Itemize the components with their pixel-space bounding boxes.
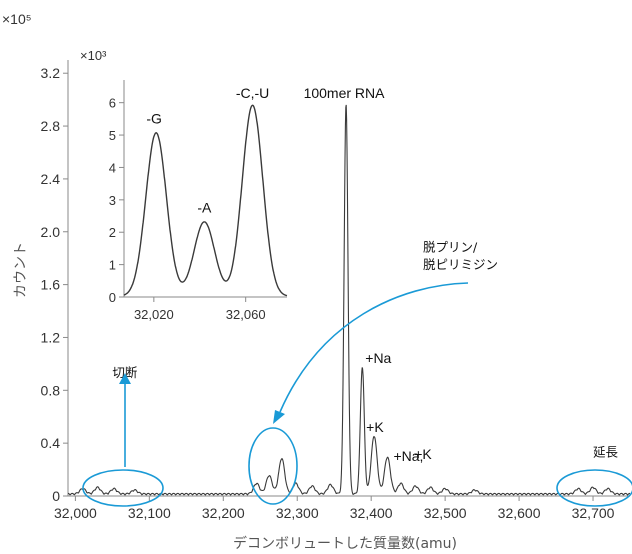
x-axis-title: デコンボリュートした質量数(amu) <box>233 535 457 552</box>
inset-peak-label: -G <box>146 110 162 126</box>
main-peak-label: 100mer RNA <box>304 85 386 101</box>
main-y-tick-label: 1.2 <box>41 329 61 345</box>
cleavage-arrow-head <box>119 373 131 384</box>
inset-peak-labels: -G -A -C,-U <box>146 85 269 216</box>
main-x-tick-label: 32,500 <box>424 505 467 521</box>
main-x-tick-label: 32,600 <box>498 505 541 521</box>
inset-x-tick-label: 32,020 <box>134 307 174 322</box>
main-x-tick-label: 32,100 <box>128 505 171 521</box>
extension-region-ellipse <box>556 469 632 507</box>
main-y-tick-label: 2.8 <box>41 118 61 134</box>
inset-y-tick-label: 1 <box>109 258 116 273</box>
y-axis-title: カウント <box>13 242 29 298</box>
main-y-tick-label: 0 <box>52 488 60 504</box>
inset-y-tick-label: 0 <box>109 290 116 305</box>
inset-x-tick-label: 32,060 <box>226 307 266 322</box>
main-peak-label: +K <box>366 419 384 435</box>
main-peak-label: +Na, <box>393 448 423 464</box>
inset-axes <box>123 80 287 298</box>
main-region-label: 脱プリン/ <box>423 240 478 255</box>
main-x-tick-label: 32,700 <box>572 505 615 521</box>
main-y-tick-label: 0.4 <box>41 435 61 451</box>
main-axes <box>67 60 630 497</box>
inset-spectrum-line <box>123 104 288 297</box>
main-peak-label: +Na <box>365 350 391 366</box>
inset-y-tick-label: 6 <box>109 96 116 111</box>
main-spectrum-line <box>68 104 630 496</box>
inset-y-tick-label: 4 <box>109 160 116 175</box>
main-y-tick-label: 2.0 <box>41 224 61 240</box>
main-peak-label: +K <box>414 446 432 462</box>
main-x-tick-label: 32,000 <box>54 505 97 521</box>
depurination-arrow-head <box>273 410 285 424</box>
main-region-label: 脱ピリミジン <box>423 257 498 272</box>
main-region-label: 切断 <box>112 365 137 380</box>
main-y-tick-label: 2.4 <box>41 171 61 187</box>
inset-peak-label: -C,-U <box>236 85 269 101</box>
main-x-tick-label: 32,300 <box>276 505 319 521</box>
main-y-tick-label: 0.8 <box>41 382 61 398</box>
inset-y-tick-label: 5 <box>109 128 116 143</box>
main-x-tick-label: 32,200 <box>202 505 245 521</box>
y-scale-label: ×10⁵ <box>2 11 32 27</box>
depurination-arrow <box>279 282 469 413</box>
inset-y-tick-label: 3 <box>109 193 116 208</box>
main-y-tick-label: 3.2 <box>41 65 61 81</box>
inset-ticks: 0 1 2 3 4 5 6 32,020 32,060 <box>109 96 266 322</box>
inset-y-scale-label: ×10³ <box>80 48 107 63</box>
inset-y-tick-label: 2 <box>109 225 116 240</box>
main-ticks: 0 0.4 0.8 1.2 1.6 2.0 2.4 2.8 3.2 32,000 32,100 32,… <box>41 65 615 521</box>
cleavage-region-ellipse <box>82 469 164 507</box>
main-x-tick-label: 32,400 <box>350 505 393 521</box>
main-y-tick-label: 1.6 <box>41 277 61 293</box>
inset-peak-label: -A <box>197 200 212 216</box>
depurination-region-ellipse <box>248 427 298 505</box>
main-region-label: 延長 <box>593 444 619 459</box>
